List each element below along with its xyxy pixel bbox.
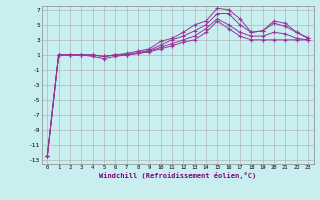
X-axis label: Windchill (Refroidissement éolien,°C): Windchill (Refroidissement éolien,°C) xyxy=(99,172,256,179)
